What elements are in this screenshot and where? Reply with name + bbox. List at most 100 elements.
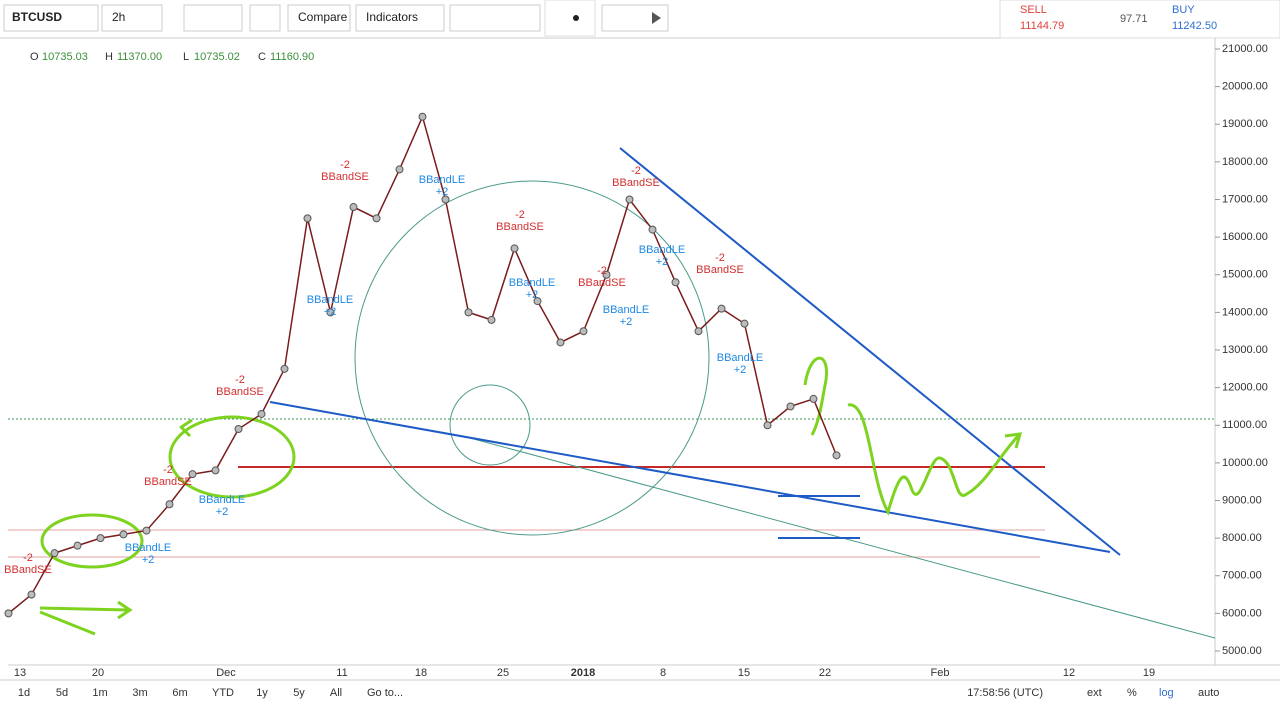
price-point xyxy=(832,451,841,460)
chart-style[interactable] xyxy=(183,4,243,32)
range-button[interactable]: 1y xyxy=(256,687,268,699)
price-point xyxy=(510,244,519,253)
price-point xyxy=(395,165,404,174)
price-point xyxy=(602,270,611,279)
y-tick-label: 13000.00 xyxy=(1222,344,1268,356)
y-tick-label: 9000.00 xyxy=(1222,494,1262,506)
price-point xyxy=(326,308,335,317)
price-point xyxy=(142,526,151,535)
x-tick-label: 12 xyxy=(1063,667,1075,679)
price-point xyxy=(280,364,289,373)
clock: 17:58:56 (UTC) xyxy=(967,687,1043,699)
price-point xyxy=(211,466,220,475)
y-tick-label: 11000.00 xyxy=(1222,419,1267,431)
x-tick-label: 8 xyxy=(660,667,666,679)
signal-name: BBandLE xyxy=(639,244,685,256)
ext[interactable]: ext xyxy=(1087,687,1102,699)
indicators[interactable]: Indicators xyxy=(366,10,418,24)
interval[interactable]: 2h xyxy=(112,10,125,24)
signal-qty: +2 xyxy=(142,554,155,566)
symbol-box[interactable] xyxy=(3,4,99,32)
price-point xyxy=(165,500,174,509)
price-point xyxy=(464,308,473,317)
buy-price[interactable]: 11242.50 xyxy=(1172,20,1217,32)
signal-name: BBandLE xyxy=(419,174,465,186)
price-point xyxy=(763,421,772,430)
y-tick-label: 5000.00 xyxy=(1222,645,1262,657)
signal-qty: +2 xyxy=(656,256,669,268)
range-button[interactable]: 1d xyxy=(18,687,30,699)
x-tick-label: 20 xyxy=(92,667,104,679)
spread: 97.71 xyxy=(1120,13,1148,25)
price-point xyxy=(4,609,13,618)
price-point xyxy=(303,214,312,223)
bottom-toolbar xyxy=(0,680,1280,705)
symbol[interactable]: BTCUSD xyxy=(12,10,62,24)
compare-button[interactable] xyxy=(287,4,351,32)
sell-price[interactable]: 11144.79 xyxy=(1020,20,1064,32)
price-point xyxy=(579,327,588,336)
price-point xyxy=(234,425,243,434)
x-tick-label: 18 xyxy=(415,667,427,679)
price-point xyxy=(809,394,818,403)
c-label: C xyxy=(258,51,266,63)
percent[interactable]: % xyxy=(1127,687,1137,699)
price-point xyxy=(119,530,128,539)
x-tick-label: 25 xyxy=(497,667,509,679)
signal-name: BBandLE xyxy=(603,304,649,316)
signal-qty: -2 xyxy=(715,252,725,264)
price-point xyxy=(188,470,197,479)
interval-box[interactable] xyxy=(101,4,163,32)
price-point xyxy=(441,195,450,204)
signal-name: BBandSE xyxy=(216,386,264,398)
x-tick-label: 13 xyxy=(14,667,26,679)
price-point xyxy=(671,278,680,287)
settings[interactable] xyxy=(249,4,281,32)
range-button[interactable]: 1m xyxy=(92,687,107,699)
o-value: 10735.03 xyxy=(42,51,88,63)
log[interactable]: log xyxy=(1159,687,1174,699)
signal-qty: +2 xyxy=(526,289,539,301)
signal-name: BBandLE xyxy=(125,542,171,554)
signal-name: BBandLE xyxy=(307,294,353,306)
range-button[interactable]: All xyxy=(330,687,342,699)
y-tick-label: 8000.00 xyxy=(1222,532,1262,544)
dot-tool[interactable] xyxy=(544,0,596,37)
drawings xyxy=(8,147,1216,639)
y-tick-label: 7000.00 xyxy=(1222,570,1262,582)
signal-name: BBandSE xyxy=(696,264,744,276)
buy-label[interactable]: BUY xyxy=(1172,4,1195,16)
x-tick-label: Dec xyxy=(216,667,236,679)
y-tick-label: 18000.00 xyxy=(1222,156,1268,168)
o-label: O xyxy=(30,51,39,63)
signal-name: BBandSE xyxy=(321,171,369,183)
go-to[interactable]: Go to... xyxy=(367,687,403,699)
range-button[interactable]: 5d xyxy=(56,687,68,699)
range-button[interactable]: 3m xyxy=(132,687,147,699)
auto[interactable]: auto xyxy=(1198,687,1219,699)
x-tick-label: 15 xyxy=(738,667,750,679)
price-point xyxy=(648,225,657,234)
compare[interactable]: Compare xyxy=(298,10,348,24)
signal-qty: +2 xyxy=(324,306,337,318)
y-tick-label: 21000.00 xyxy=(1222,43,1268,55)
signal-name: BBandSE xyxy=(578,277,626,289)
range-button[interactable]: 5y xyxy=(293,687,305,699)
y-tick-label: 15000.00 xyxy=(1222,269,1268,281)
signal-qty: -2 xyxy=(631,165,641,177)
signal-name: BBandLE xyxy=(509,277,555,289)
price-point xyxy=(73,541,82,550)
price-point xyxy=(257,409,266,418)
range-button[interactable]: YTD xyxy=(212,687,234,699)
y-tick-label: 16000.00 xyxy=(1222,231,1268,243)
tools[interactable] xyxy=(449,4,541,32)
y-tick-label: 20000.00 xyxy=(1222,81,1268,93)
y-tick-label: 12000.00 xyxy=(1222,382,1268,394)
indicators-button[interactable] xyxy=(355,4,445,32)
sell-label[interactable]: SELL xyxy=(1020,4,1047,16)
signal-qty: +2 xyxy=(436,186,449,198)
signal-qty: +2 xyxy=(620,316,633,328)
price-point xyxy=(372,214,381,223)
range-button[interactable]: 6m xyxy=(172,687,187,699)
